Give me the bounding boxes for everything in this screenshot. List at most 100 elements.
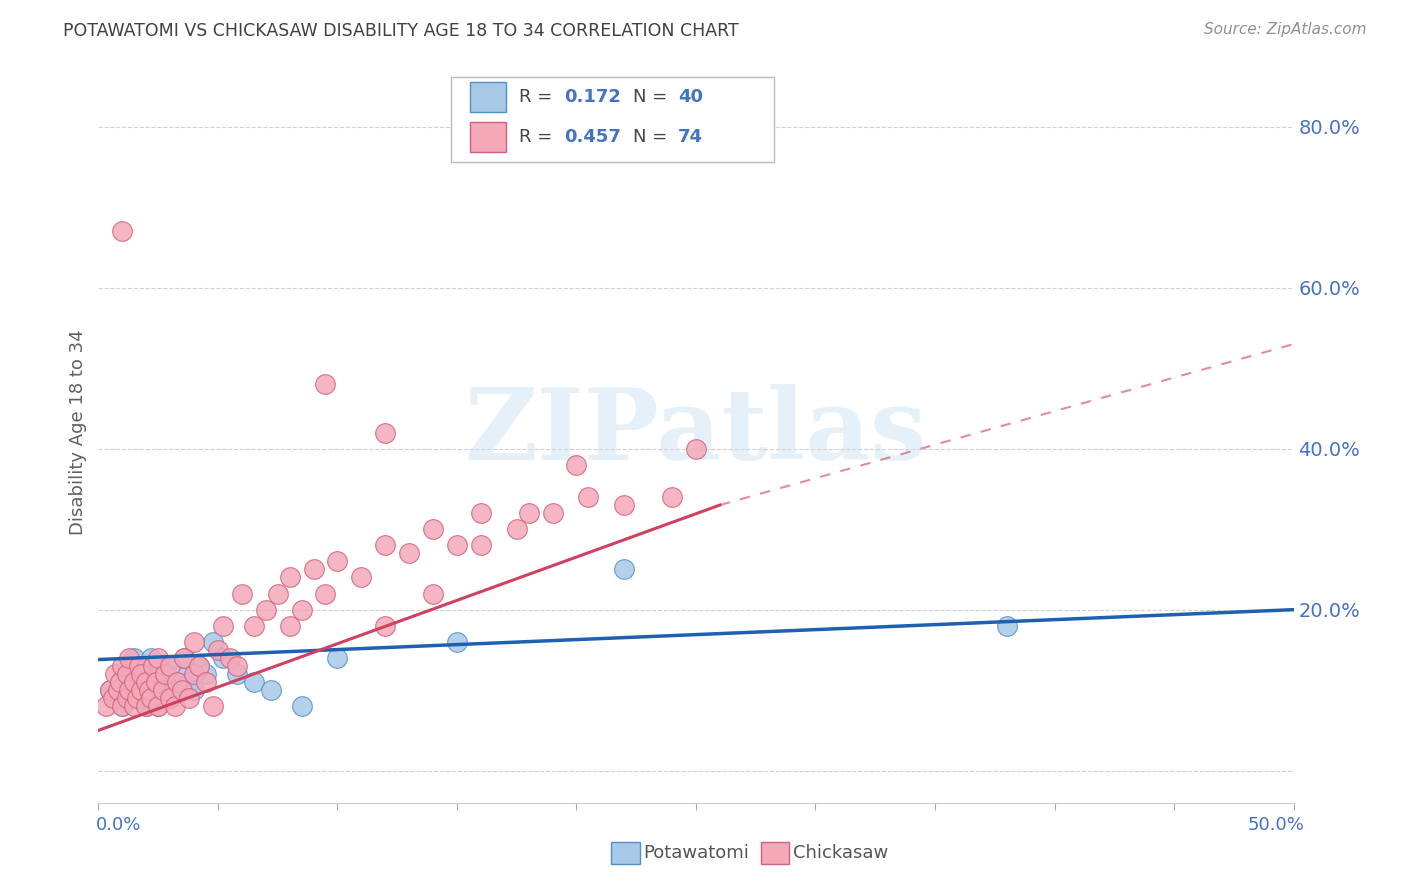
Point bbox=[107, 683, 129, 698]
Point bbox=[139, 691, 162, 706]
FancyBboxPatch shape bbox=[612, 842, 640, 864]
Point bbox=[115, 667, 138, 681]
Point bbox=[259, 683, 281, 698]
Text: Source: ZipAtlas.com: Source: ZipAtlas.com bbox=[1204, 22, 1367, 37]
Point bbox=[124, 699, 146, 714]
Point bbox=[231, 586, 253, 600]
Text: 74: 74 bbox=[678, 128, 703, 146]
Point bbox=[173, 651, 195, 665]
Point bbox=[155, 667, 177, 681]
Point bbox=[278, 570, 301, 584]
Point bbox=[291, 602, 314, 616]
Point bbox=[159, 691, 181, 706]
Point bbox=[315, 586, 337, 600]
Point bbox=[398, 546, 420, 560]
Point bbox=[350, 570, 373, 584]
Point bbox=[148, 699, 170, 714]
FancyBboxPatch shape bbox=[761, 842, 789, 864]
Point bbox=[135, 675, 157, 690]
Point bbox=[267, 586, 290, 600]
Point bbox=[118, 683, 141, 698]
Point bbox=[101, 691, 124, 706]
Point bbox=[152, 683, 174, 698]
Point bbox=[254, 602, 277, 616]
Point bbox=[118, 651, 141, 665]
Point bbox=[326, 651, 349, 665]
Point bbox=[995, 619, 1018, 633]
Point bbox=[302, 562, 325, 576]
Point bbox=[613, 498, 636, 512]
Point bbox=[565, 458, 588, 472]
Text: Chickasaw: Chickasaw bbox=[793, 844, 889, 863]
Point bbox=[187, 659, 209, 673]
Text: Potawatomi: Potawatomi bbox=[644, 844, 749, 863]
Point bbox=[326, 554, 349, 568]
Point bbox=[118, 683, 141, 698]
Point bbox=[98, 683, 122, 698]
Point bbox=[291, 699, 314, 714]
Point bbox=[124, 651, 146, 665]
Point bbox=[152, 683, 174, 698]
Text: 0.172: 0.172 bbox=[565, 88, 621, 106]
FancyBboxPatch shape bbox=[451, 78, 773, 162]
Point bbox=[422, 586, 444, 600]
Point bbox=[111, 659, 134, 673]
Point bbox=[219, 651, 242, 665]
Text: POTAWATOMI VS CHICKASAW DISABILITY AGE 18 TO 34 CORRELATION CHART: POTAWATOMI VS CHICKASAW DISABILITY AGE 1… bbox=[63, 22, 740, 40]
Point bbox=[172, 683, 194, 698]
Point bbox=[135, 667, 157, 681]
Point bbox=[613, 562, 636, 576]
Text: ZIPatlas: ZIPatlas bbox=[465, 384, 927, 481]
Point bbox=[179, 675, 201, 690]
Point bbox=[142, 659, 165, 673]
Text: N =: N = bbox=[633, 88, 672, 106]
Point bbox=[374, 619, 396, 633]
Point bbox=[183, 635, 205, 649]
Point bbox=[159, 659, 181, 673]
Point bbox=[148, 651, 170, 665]
Point bbox=[149, 659, 172, 673]
Point bbox=[104, 667, 127, 681]
Point bbox=[148, 699, 170, 714]
Point bbox=[541, 506, 564, 520]
Point bbox=[202, 635, 225, 649]
Point bbox=[159, 659, 181, 673]
Point bbox=[243, 675, 266, 690]
Point bbox=[139, 651, 162, 665]
Point bbox=[108, 675, 131, 690]
Point bbox=[128, 675, 150, 690]
FancyBboxPatch shape bbox=[470, 122, 506, 152]
Text: 0.0%: 0.0% bbox=[96, 816, 141, 834]
Point bbox=[139, 683, 162, 698]
Point bbox=[470, 506, 492, 520]
Point bbox=[115, 691, 138, 706]
Point bbox=[446, 635, 468, 649]
Point bbox=[374, 425, 396, 440]
Point bbox=[685, 442, 707, 456]
Point bbox=[111, 699, 134, 714]
Point bbox=[124, 675, 146, 690]
Text: N =: N = bbox=[633, 128, 672, 146]
Point bbox=[183, 683, 205, 698]
Point bbox=[111, 224, 134, 238]
Point bbox=[155, 667, 177, 681]
Point bbox=[422, 522, 444, 536]
Point bbox=[278, 619, 301, 633]
Point bbox=[470, 538, 492, 552]
Text: 50.0%: 50.0% bbox=[1249, 816, 1305, 834]
Point bbox=[131, 667, 153, 681]
Y-axis label: Disability Age 18 to 34: Disability Age 18 to 34 bbox=[69, 330, 87, 535]
Point bbox=[578, 490, 600, 504]
Point bbox=[131, 659, 153, 673]
Point bbox=[226, 659, 249, 673]
FancyBboxPatch shape bbox=[470, 82, 506, 112]
Point bbox=[159, 691, 181, 706]
Point bbox=[142, 667, 165, 681]
Text: R =: R = bbox=[519, 88, 558, 106]
Point bbox=[145, 675, 167, 690]
Point bbox=[131, 683, 153, 698]
Point bbox=[226, 667, 249, 681]
Text: R =: R = bbox=[519, 128, 558, 146]
Point bbox=[211, 651, 233, 665]
Point bbox=[183, 667, 205, 681]
